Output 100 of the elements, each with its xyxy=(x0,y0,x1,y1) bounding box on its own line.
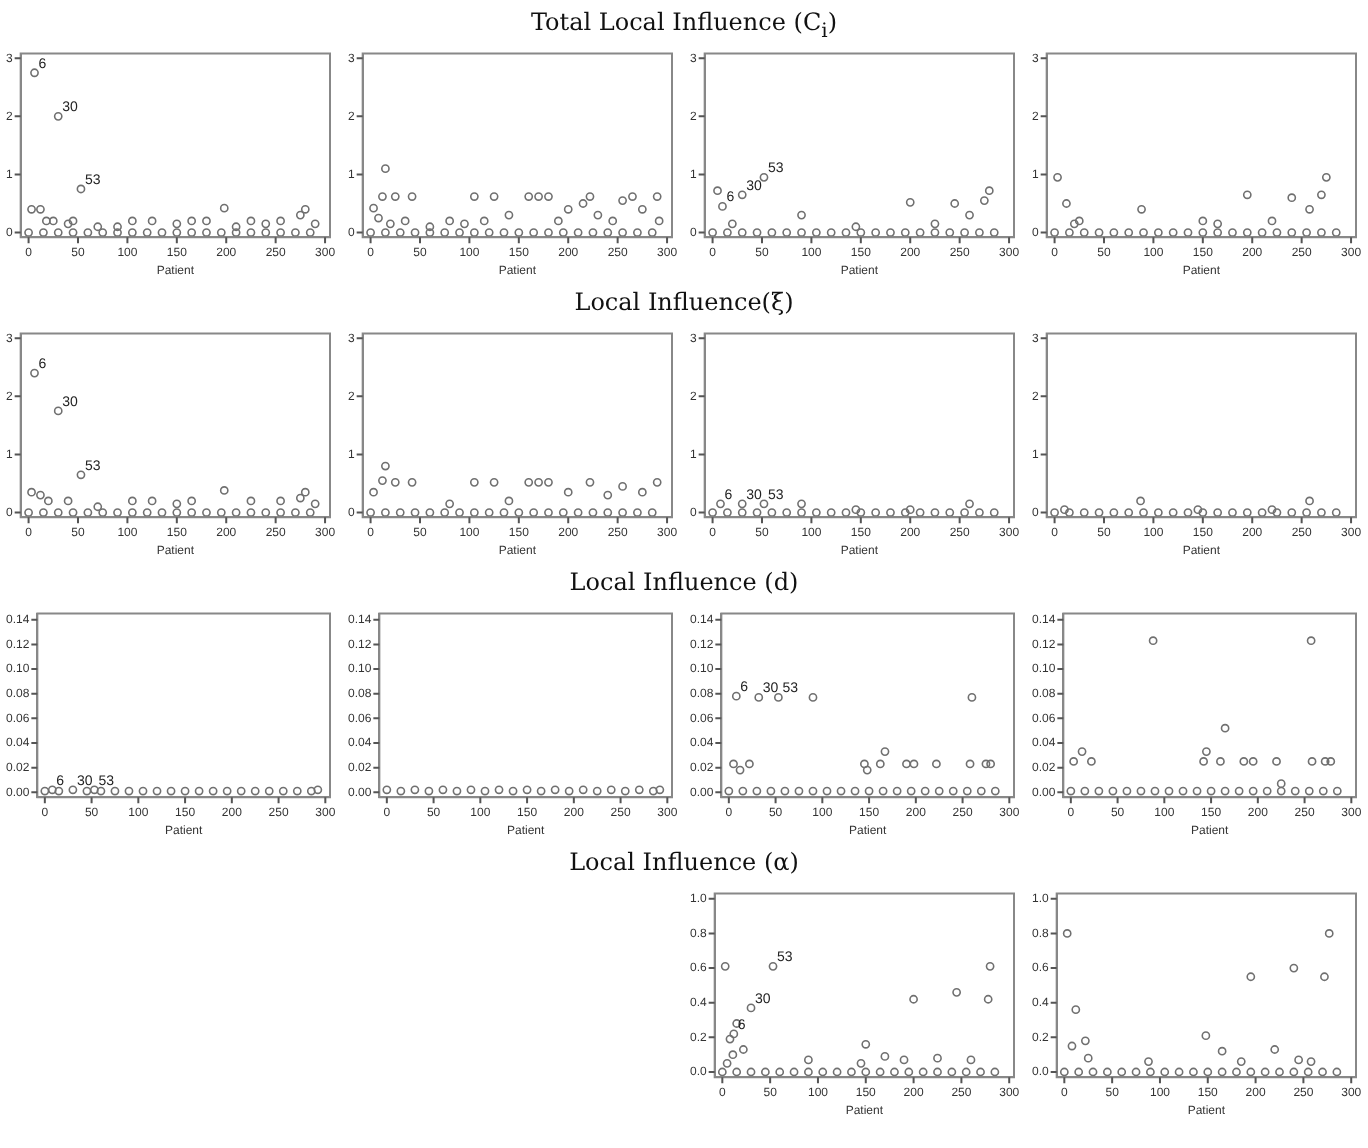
point xyxy=(524,192,534,201)
point xyxy=(608,216,618,226)
point xyxy=(878,786,888,796)
point xyxy=(261,228,271,237)
point xyxy=(53,406,63,416)
point xyxy=(1305,204,1314,214)
point xyxy=(826,228,836,237)
point xyxy=(127,228,137,237)
point xyxy=(1139,228,1148,237)
point xyxy=(818,1067,828,1077)
point xyxy=(775,1067,785,1077)
point xyxy=(892,786,902,796)
point xyxy=(1203,1067,1213,1077)
point xyxy=(652,477,662,487)
point xyxy=(219,486,229,495)
point xyxy=(1289,1067,1299,1077)
point xyxy=(905,197,915,207)
point xyxy=(425,228,435,237)
point xyxy=(98,508,108,517)
point xyxy=(909,994,918,1004)
point xyxy=(1153,228,1163,237)
point xyxy=(157,228,167,237)
point xyxy=(1062,199,1071,208)
point xyxy=(469,477,479,487)
point xyxy=(1137,204,1146,214)
point xyxy=(83,508,93,517)
point xyxy=(93,222,103,232)
point xyxy=(950,199,960,208)
point xyxy=(381,508,390,517)
point xyxy=(1083,1053,1093,1063)
point xyxy=(766,786,776,796)
point xyxy=(1117,1067,1127,1077)
point xyxy=(1189,1067,1198,1077)
point xyxy=(460,219,469,229)
point xyxy=(1307,757,1317,766)
point xyxy=(407,477,417,487)
point xyxy=(529,508,539,517)
point xyxy=(36,490,45,500)
point xyxy=(961,1067,971,1077)
point xyxy=(68,508,78,517)
point xyxy=(400,216,410,226)
point xyxy=(469,508,479,517)
point xyxy=(732,1067,742,1077)
point xyxy=(484,508,494,517)
point xyxy=(24,228,33,237)
point xyxy=(1079,228,1089,237)
point xyxy=(98,228,108,237)
point xyxy=(1144,1057,1153,1067)
point xyxy=(618,482,627,491)
point xyxy=(727,219,737,229)
point xyxy=(68,216,78,226)
point xyxy=(1246,1067,1256,1077)
point xyxy=(558,228,568,237)
point xyxy=(93,502,103,512)
point xyxy=(425,508,435,517)
point xyxy=(300,487,310,497)
point xyxy=(729,1029,739,1039)
point xyxy=(794,786,804,796)
point xyxy=(1174,1067,1184,1077)
point xyxy=(990,1067,1000,1077)
point xyxy=(30,368,39,378)
point xyxy=(231,222,241,232)
point xyxy=(30,68,39,78)
point xyxy=(945,228,955,237)
point xyxy=(216,508,226,517)
chart-title: Local Influence(ξ) xyxy=(572,288,796,316)
point xyxy=(875,759,885,769)
point xyxy=(300,204,310,214)
point xyxy=(906,786,916,796)
point xyxy=(618,508,627,517)
point xyxy=(68,228,78,237)
point xyxy=(890,1067,899,1077)
point xyxy=(147,216,157,226)
point xyxy=(1220,723,1230,733)
point xyxy=(1306,636,1316,646)
point xyxy=(804,1067,813,1077)
point xyxy=(717,1067,727,1077)
point xyxy=(440,228,450,237)
point xyxy=(722,1058,732,1068)
point xyxy=(920,786,930,796)
point xyxy=(276,228,285,237)
point xyxy=(1062,929,1072,938)
point xyxy=(886,228,895,237)
point xyxy=(39,508,48,517)
point xyxy=(202,508,211,517)
point xyxy=(524,477,534,487)
point xyxy=(861,1067,871,1077)
point xyxy=(1066,786,1076,796)
point xyxy=(932,759,941,769)
point xyxy=(469,228,479,237)
point xyxy=(880,747,890,757)
point xyxy=(381,228,390,237)
point xyxy=(558,508,568,517)
point xyxy=(291,228,300,237)
point xyxy=(410,508,420,517)
point xyxy=(850,786,860,796)
point xyxy=(1304,786,1314,796)
point xyxy=(305,228,315,237)
point xyxy=(127,496,137,506)
point xyxy=(1294,1055,1304,1065)
